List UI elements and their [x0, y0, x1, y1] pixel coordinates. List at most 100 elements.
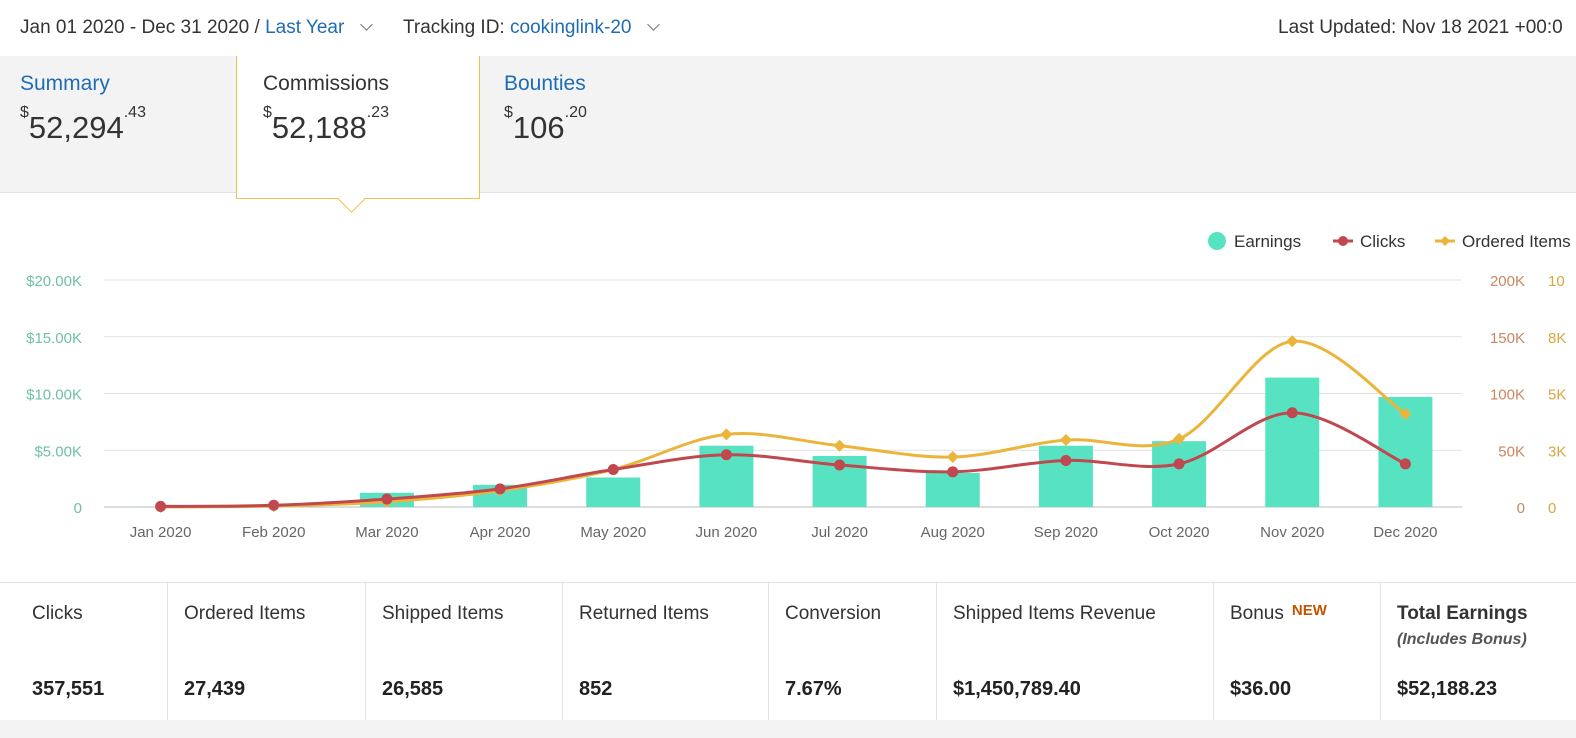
date-range-selector[interactable]: Jan 01 2020 - Dec 31 2020 / Last Year — [20, 17, 373, 39]
stat-value: 27,439 — [184, 678, 246, 700]
clicks-point — [268, 499, 280, 511]
ordered-items-point — [833, 439, 846, 452]
right-axis-clicks-tick: 150K — [1490, 330, 1525, 347]
x-axis-tick: Jun 2020 — [696, 524, 758, 541]
x-axis-tick: Jul 2020 — [811, 524, 868, 541]
stat-shipped-items-revenue: Shipped Items Revenue $1,450,789.40 — [937, 583, 1214, 721]
stat-returned-items: Returned Items 852 — [563, 583, 769, 721]
legend-earnings-marker — [1208, 232, 1226, 250]
stat-conversion: Conversion 7.67% — [769, 583, 937, 721]
stat-label: Bonus NEW — [1230, 602, 1327, 624]
clicks-point — [1399, 458, 1411, 470]
stat-sublabel: (Includes Bonus) — [1397, 631, 1527, 648]
clicks-point — [1173, 458, 1185, 470]
stat-label: Total Earnings — [1397, 603, 1528, 624]
tracking-id-selector[interactable]: Tracking ID: cookinglink-20 — [403, 17, 660, 39]
ordered-items-point — [1286, 335, 1299, 348]
x-axis-tick: Nov 2020 — [1260, 524, 1324, 541]
left-axis-tick: $15.00K — [26, 330, 82, 347]
stat-label: Returned Items — [579, 603, 709, 624]
legend-ordered-items-marker — [1440, 236, 1450, 246]
x-axis-tick: Dec 2020 — [1373, 524, 1437, 541]
right-axis-clicks-tick: 200K — [1490, 273, 1525, 290]
legend-earnings-label: Earnings — [1234, 232, 1301, 251]
ordered-items-point — [1173, 432, 1186, 445]
ordered-items-point — [1059, 434, 1072, 447]
tab-summary[interactable]: Summary $52,294.43 — [20, 72, 146, 146]
left-axis-tick: $10.00K — [26, 387, 82, 404]
tab-bounties[interactable]: Bounties $106.20 — [504, 72, 587, 146]
clicks-line — [160, 411, 1407, 508]
clicks-point — [381, 493, 393, 505]
earnings-tabs: Summary $52,294.43 Commissions $52,188.2… — [0, 56, 1576, 199]
tracking-id-value[interactable]: cookinglink-20 — [510, 17, 632, 38]
last-updated-text: Last Updated: Nov 18 2021 +00:0 — [1278, 17, 1563, 38]
tracking-id-label: Tracking ID: — [403, 17, 505, 38]
stats-bar: Clicks 357,551 Ordered Items 27,439 Shipped … — [0, 582, 1576, 722]
x-axis-tick: May 2020 — [580, 524, 646, 541]
clicks-point — [155, 500, 167, 512]
clicks-point — [607, 464, 619, 476]
stat-clicks: Clicks 357,551 — [0, 583, 168, 721]
chevron-down-icon[interactable] — [359, 18, 373, 31]
right-axis-items-tick: 0 — [1548, 500, 1556, 517]
clicks-point — [1060, 454, 1072, 466]
clicks-point — [494, 483, 506, 495]
right-axis-clicks-tick: 100K — [1490, 387, 1525, 404]
ordered-items-point — [1399, 407, 1412, 420]
stat-shipped-items: Shipped Items 26,585 — [366, 583, 563, 721]
tab-bounties-label: Bounties — [504, 72, 586, 95]
earnings-bar — [925, 472, 980, 507]
x-axis-tick: Oct 2020 — [1149, 524, 1210, 541]
ordered-items-line — [160, 339, 1407, 509]
tab-commissions-label: Commissions — [263, 72, 390, 95]
x-axis-tick: Mar 2020 — [355, 524, 418, 541]
right-axis-items-tick: 3K — [1548, 443, 1566, 460]
right-axis-clicks-tick: 50K — [1498, 443, 1525, 460]
stat-value: 26,585 — [382, 678, 444, 700]
commissions-amount: $52,188.23 — [263, 104, 389, 145]
stat-value: $36.00 — [1230, 678, 1292, 700]
left-axis-tick: $5.00K — [34, 443, 82, 460]
tab-commissions[interactable]: Commissions $52,188.23 — [236, 56, 480, 199]
chevron-down-icon[interactable] — [646, 18, 660, 31]
stat-bonus: Bonus NEW $36.00 — [1214, 583, 1381, 721]
clicks-point — [947, 466, 959, 478]
legend-clicks-marker — [1338, 236, 1348, 246]
stat-value: $1,450,789.40 — [953, 678, 1081, 700]
bounties-amount: $106.20 — [504, 104, 587, 145]
stat-label: Shipped Items Revenue — [953, 603, 1156, 624]
summary-amount: $52,294.43 — [20, 104, 146, 145]
stat-label: Clicks — [32, 603, 83, 624]
clicks-point — [834, 459, 846, 471]
stat-label: Shipped Items — [382, 603, 504, 624]
clicks-point — [720, 449, 732, 461]
clicks-point — [1286, 407, 1298, 419]
x-axis-tick: Aug 2020 — [921, 524, 985, 541]
earnings-bar — [1265, 377, 1320, 507]
date-range-text: Jan 01 2020 - Dec 31 2020 / — [20, 17, 260, 38]
right-axis-items-tick: 10 — [1548, 273, 1565, 290]
ordered-items-point — [946, 451, 959, 464]
right-axis-clicks-tick: 0 — [1517, 500, 1525, 517]
new-badge: NEW — [1291, 602, 1327, 619]
stat-label: Ordered Items — [184, 603, 306, 624]
x-axis-tick: Apr 2020 — [470, 524, 531, 541]
right-axis-items-tick: 5K — [1548, 387, 1566, 404]
earnings-bar — [586, 477, 641, 507]
legend-clicks-label: Clicks — [1360, 232, 1405, 251]
footer-strip — [0, 720, 1576, 738]
left-axis-tick: 0 — [74, 500, 82, 517]
earnings-bar — [1038, 445, 1093, 507]
report-header: Jan 01 2020 - Dec 31 2020 / Last Year Tr… — [0, 0, 1576, 57]
stat-value: $52,188.23 — [1397, 678, 1498, 700]
stat-ordered-items: Ordered Items 27,439 — [168, 583, 366, 721]
earnings-bar — [1152, 441, 1207, 507]
x-axis-tick: Feb 2020 — [242, 524, 305, 541]
stat-value: 7.67% — [785, 678, 842, 700]
stat-label: Conversion — [785, 603, 882, 624]
x-axis-tick: Sep 2020 — [1034, 524, 1098, 541]
tab-summary-label: Summary — [20, 72, 110, 95]
left-axis-tick: $20.00K — [26, 273, 82, 290]
range-preset-link[interactable]: Last Year — [265, 17, 345, 38]
